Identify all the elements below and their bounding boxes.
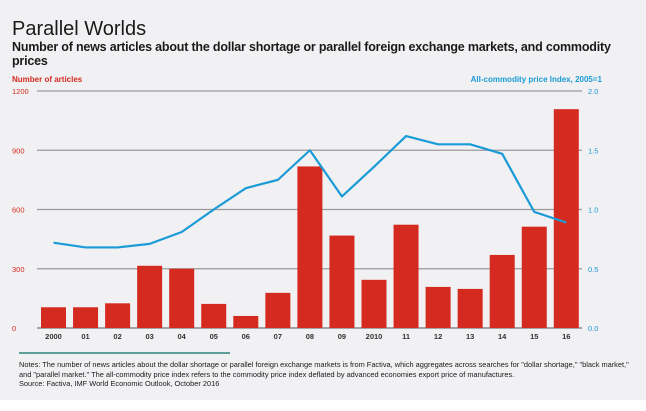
right-tick-label: 1.5 [588, 146, 598, 155]
bar-08 [297, 166, 323, 328]
x-tick-label: 07 [274, 332, 282, 341]
bar-07 [265, 292, 291, 328]
left-tick-label: 600 [12, 206, 25, 215]
x-tick-label: 13 [466, 332, 474, 341]
bar-2010 [361, 279, 387, 328]
x-tick-label: 09 [338, 332, 346, 341]
right-axis-label: All-commodity price Index, 2005=1 [470, 75, 602, 84]
x-tick-label: 12 [434, 332, 442, 341]
x-tick-label: 08 [306, 332, 314, 341]
bar-02 [105, 303, 131, 328]
notes-divider [19, 352, 230, 354]
right-tick-label: 2.0 [588, 87, 598, 96]
notes-block: Notes: The number of news articles about… [19, 360, 634, 389]
x-tick-label: 06 [242, 332, 250, 341]
x-tick-label: 15 [530, 332, 538, 341]
right-tick-label: 1.0 [588, 206, 598, 215]
x-tick-label: 2000 [45, 332, 62, 341]
left-tick-label: 900 [12, 146, 25, 155]
bar-12 [425, 286, 451, 328]
right-tick-label: 0.5 [588, 265, 598, 274]
bar-16 [553, 109, 579, 328]
bar-06 [233, 315, 259, 328]
x-tick-label: 04 [178, 332, 187, 341]
bar-05 [201, 303, 227, 328]
x-tick-label: 02 [113, 332, 121, 341]
bar-04 [169, 268, 195, 328]
x-tick-label: 14 [498, 332, 507, 341]
bar-11 [393, 224, 419, 328]
bar-15 [521, 226, 547, 328]
notes-text: Notes: The number of news articles about… [19, 360, 629, 379]
bar-2000 [41, 307, 66, 328]
x-tick-label: 11 [402, 332, 410, 341]
chart-panel [0, 0, 646, 400]
bar-01 [73, 307, 99, 328]
left-axis-label: Number of articles [12, 75, 83, 84]
chart-title: Parallel Worlds [12, 18, 147, 40]
x-tick-label: 05 [210, 332, 218, 341]
bar-13 [457, 288, 483, 328]
bar-14 [489, 254, 515, 328]
bar-03 [137, 265, 163, 328]
source-text: Source: Factiva, IMF World Economic Outl… [19, 379, 220, 389]
x-tick-label: 03 [145, 332, 153, 341]
x-tick-label: 2010 [366, 332, 383, 341]
left-tick-label: 0 [12, 324, 16, 333]
bar-09 [329, 235, 355, 328]
chart-subtitle: Number of news articles about the dollar… [12, 40, 611, 68]
left-tick-label: 1200 [12, 87, 29, 96]
right-tick-label: 0.0 [588, 324, 598, 333]
x-tick-label: 16 [562, 332, 570, 341]
left-tick-label: 300 [12, 265, 25, 274]
x-tick-label: 01 [81, 332, 89, 341]
